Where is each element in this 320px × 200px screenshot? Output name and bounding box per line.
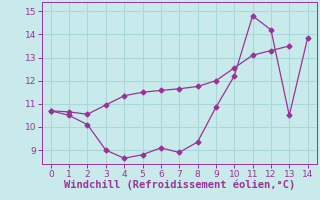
X-axis label: Windchill (Refroidissement éolien,°C): Windchill (Refroidissement éolien,°C) — [64, 180, 295, 190]
